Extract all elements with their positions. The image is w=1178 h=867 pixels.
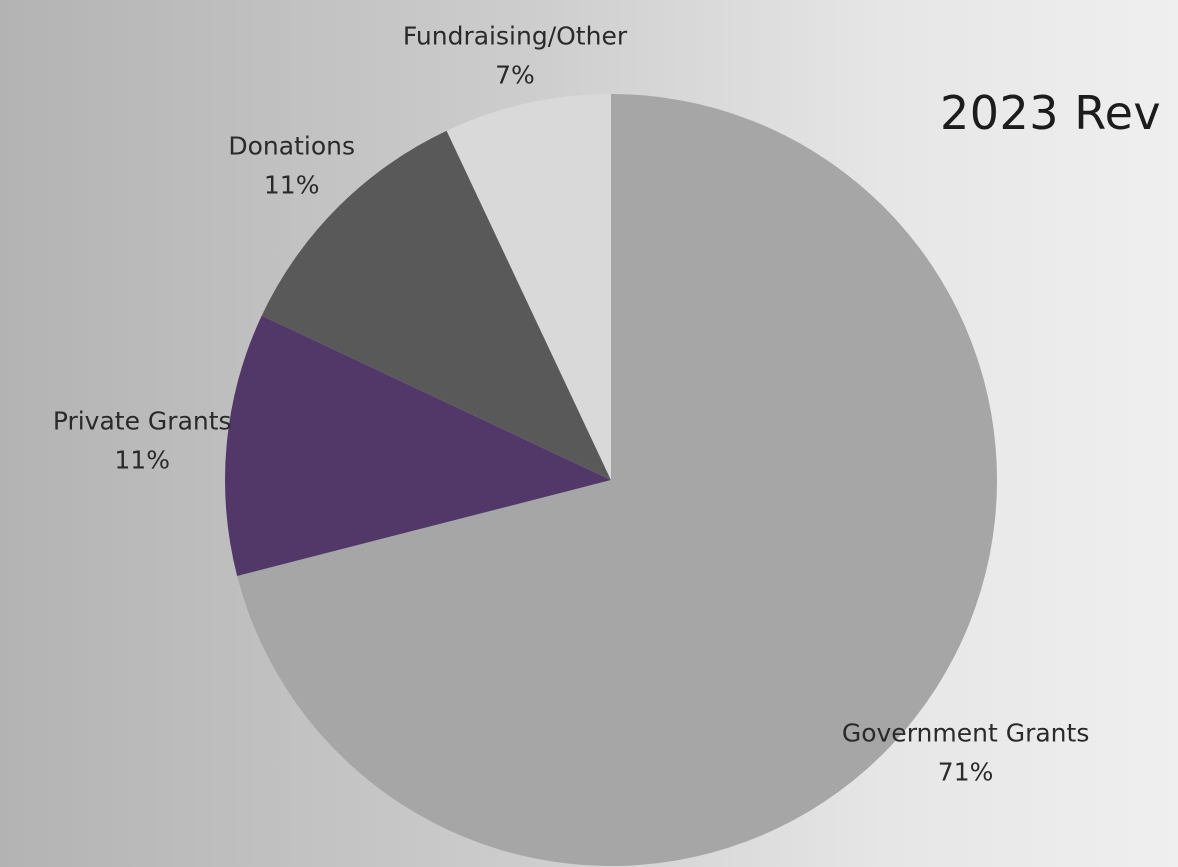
- slice-value-label-private-grants: 11%: [114, 446, 170, 475]
- slice-value-label-donations: 11%: [264, 171, 320, 200]
- chart-title: 2023 Rev: [940, 86, 1162, 140]
- slice-label-government-grants: Government Grants: [842, 718, 1090, 747]
- pie-slice-private-grants: [225, 315, 611, 576]
- pie-slice-fundraising-other: [446, 94, 611, 480]
- slice-value-label-fundraising-other: 7%: [495, 61, 535, 90]
- pie-slice-government-grants: [237, 94, 998, 866]
- pie-slice-donations: [261, 130, 611, 481]
- slice-label-fundraising-other: Fundraising/Other: [403, 22, 628, 51]
- slice-label-private-grants: Private Grants: [53, 407, 232, 436]
- slice-value-label-government-grants: 71%: [938, 757, 994, 786]
- slice-label-donations: Donations: [228, 132, 355, 161]
